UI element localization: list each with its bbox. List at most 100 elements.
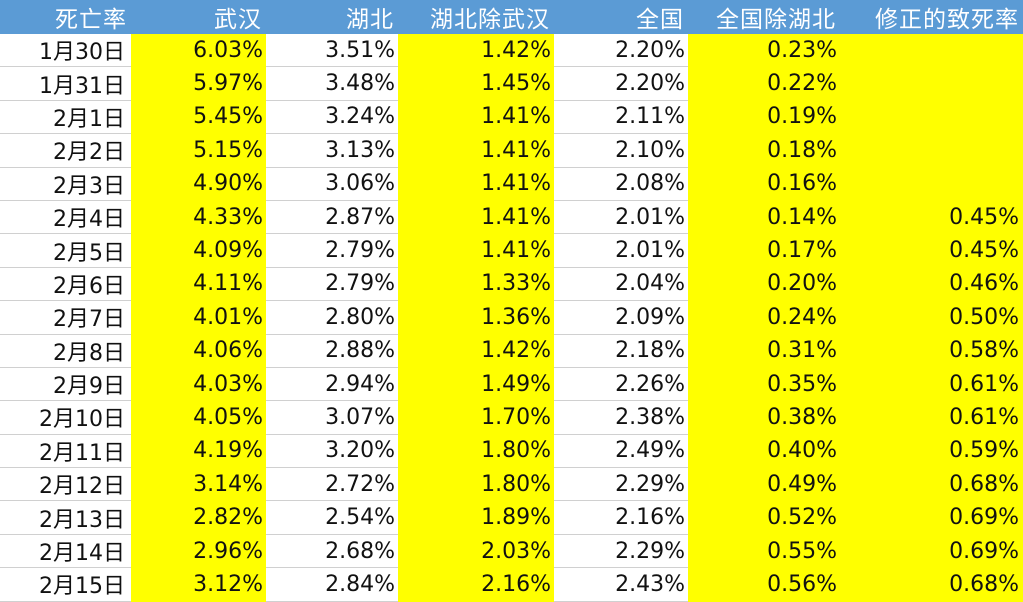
value-cell[interactable]: 2.84% [266, 567, 398, 602]
value-cell[interactable]: 0.23% [688, 34, 840, 68]
value-cell[interactable]: 2.29% [554, 467, 688, 502]
value-cell[interactable]: 1.41% [398, 200, 554, 235]
value-cell[interactable]: 0.59% [840, 434, 1023, 469]
value-cell[interactable]: 2.20% [554, 34, 688, 68]
value-cell[interactable]: 2.10% [554, 133, 688, 168]
value-cell[interactable]: 4.90% [131, 167, 266, 201]
value-cell[interactable]: 3.13% [266, 133, 398, 168]
value-cell[interactable]: 4.33% [131, 200, 266, 235]
header-mortality[interactable]: 死亡率 [0, 0, 131, 34]
value-cell[interactable]: 3.07% [266, 400, 398, 435]
header-hubei[interactable]: 湖北 [266, 0, 398, 34]
value-cell[interactable]: 3.14% [131, 467, 266, 502]
value-cell[interactable]: 4.06% [131, 334, 266, 368]
value-cell[interactable]: 4.03% [131, 367, 266, 402]
value-cell[interactable]: 2.18% [554, 334, 688, 368]
value-cell[interactable]: 2.43% [554, 567, 688, 602]
date-cell[interactable]: 2月12日 [0, 467, 131, 502]
value-cell[interactable]: 2.38% [554, 400, 688, 435]
value-cell[interactable]: 0.38% [688, 400, 840, 435]
value-cell[interactable]: 0.22% [688, 66, 840, 101]
date-cell[interactable]: 2月5日 [0, 233, 131, 268]
value-cell[interactable]: 3.24% [266, 100, 398, 135]
date-cell[interactable]: 2月11日 [0, 434, 131, 469]
value-cell[interactable]: 2.01% [554, 233, 688, 268]
value-cell[interactable]: 0.69% [840, 500, 1023, 535]
value-cell[interactable]: 2.79% [266, 233, 398, 268]
value-cell[interactable]: 2.26% [554, 367, 688, 402]
value-cell[interactable]: 4.05% [131, 400, 266, 435]
value-cell[interactable]: 0.69% [840, 534, 1023, 569]
value-cell[interactable]: 3.06% [266, 167, 398, 201]
value-cell[interactable]: 3.12% [131, 567, 266, 602]
value-cell[interactable]: 1.41% [398, 233, 554, 268]
header-wuhan[interactable]: 武汉 [131, 0, 266, 34]
value-cell[interactable]: 2.09% [554, 300, 688, 335]
value-cell[interactable]: 0.24% [688, 300, 840, 335]
value-cell[interactable]: 5.97% [131, 66, 266, 101]
date-cell[interactable]: 2月2日 [0, 133, 131, 168]
date-cell[interactable]: 2月1日 [0, 100, 131, 135]
value-cell[interactable]: 1.70% [398, 400, 554, 435]
value-cell[interactable]: 2.82% [131, 500, 266, 535]
value-cell[interactable]: 1.80% [398, 434, 554, 469]
value-cell[interactable]: 0.40% [688, 434, 840, 469]
date-cell[interactable]: 2月4日 [0, 200, 131, 235]
value-cell[interactable]: 5.15% [131, 133, 266, 168]
value-cell[interactable]: 1.41% [398, 167, 554, 201]
date-cell[interactable]: 1月31日 [0, 66, 131, 101]
value-cell[interactable]: 0.14% [688, 200, 840, 235]
date-cell[interactable]: 2月6日 [0, 267, 131, 302]
value-cell[interactable]: 2.87% [266, 200, 398, 235]
value-cell[interactable]: 1.49% [398, 367, 554, 402]
value-cell[interactable]: 2.08% [554, 167, 688, 201]
value-cell[interactable]: 0.68% [840, 467, 1023, 502]
value-cell[interactable] [840, 100, 1023, 135]
date-cell[interactable]: 2月14日 [0, 534, 131, 569]
value-cell[interactable]: 0.58% [840, 334, 1023, 368]
value-cell[interactable]: 2.96% [131, 534, 266, 569]
header-national[interactable]: 全国 [554, 0, 688, 34]
date-cell[interactable]: 2月8日 [0, 334, 131, 368]
date-cell[interactable]: 1月30日 [0, 34, 131, 68]
value-cell[interactable] [840, 34, 1023, 68]
value-cell[interactable]: 3.20% [266, 434, 398, 469]
value-cell[interactable] [840, 133, 1023, 168]
value-cell[interactable]: 2.01% [554, 200, 688, 235]
date-cell[interactable]: 2月10日 [0, 400, 131, 435]
value-cell[interactable]: 2.11% [554, 100, 688, 135]
value-cell[interactable]: 0.31% [688, 334, 840, 368]
header-hubei-ex-wuhan[interactable]: 湖北除武汉 [398, 0, 554, 34]
value-cell[interactable]: 5.45% [131, 100, 266, 135]
value-cell[interactable]: 0.18% [688, 133, 840, 168]
value-cell[interactable]: 2.54% [266, 500, 398, 535]
value-cell[interactable]: 2.04% [554, 267, 688, 302]
value-cell[interactable]: 0.20% [688, 267, 840, 302]
value-cell[interactable]: 0.16% [688, 167, 840, 201]
value-cell[interactable]: 3.51% [266, 34, 398, 68]
value-cell[interactable]: 2.68% [266, 534, 398, 569]
value-cell[interactable]: 4.11% [131, 267, 266, 302]
value-cell[interactable]: 4.19% [131, 434, 266, 469]
value-cell[interactable]: 0.45% [840, 233, 1023, 268]
value-cell[interactable]: 2.20% [554, 66, 688, 101]
value-cell[interactable]: 1.42% [398, 34, 554, 68]
date-cell[interactable]: 2月15日 [0, 567, 131, 602]
value-cell[interactable]: 2.80% [266, 300, 398, 335]
value-cell[interactable]: 0.35% [688, 367, 840, 402]
value-cell[interactable]: 2.94% [266, 367, 398, 402]
value-cell[interactable]: 6.03% [131, 34, 266, 68]
value-cell[interactable]: 4.09% [131, 233, 266, 268]
value-cell[interactable]: 1.89% [398, 500, 554, 535]
value-cell[interactable]: 0.68% [840, 567, 1023, 602]
header-corrected-fatality[interactable]: 修正的致死率 [840, 0, 1023, 34]
value-cell[interactable]: 0.19% [688, 100, 840, 135]
value-cell[interactable]: 0.46% [840, 267, 1023, 302]
value-cell[interactable]: 2.29% [554, 534, 688, 569]
value-cell[interactable]: 1.80% [398, 467, 554, 502]
value-cell[interactable]: 4.01% [131, 300, 266, 335]
value-cell[interactable] [840, 66, 1023, 101]
value-cell[interactable]: 1.41% [398, 133, 554, 168]
value-cell[interactable]: 0.52% [688, 500, 840, 535]
value-cell[interactable]: 1.33% [398, 267, 554, 302]
